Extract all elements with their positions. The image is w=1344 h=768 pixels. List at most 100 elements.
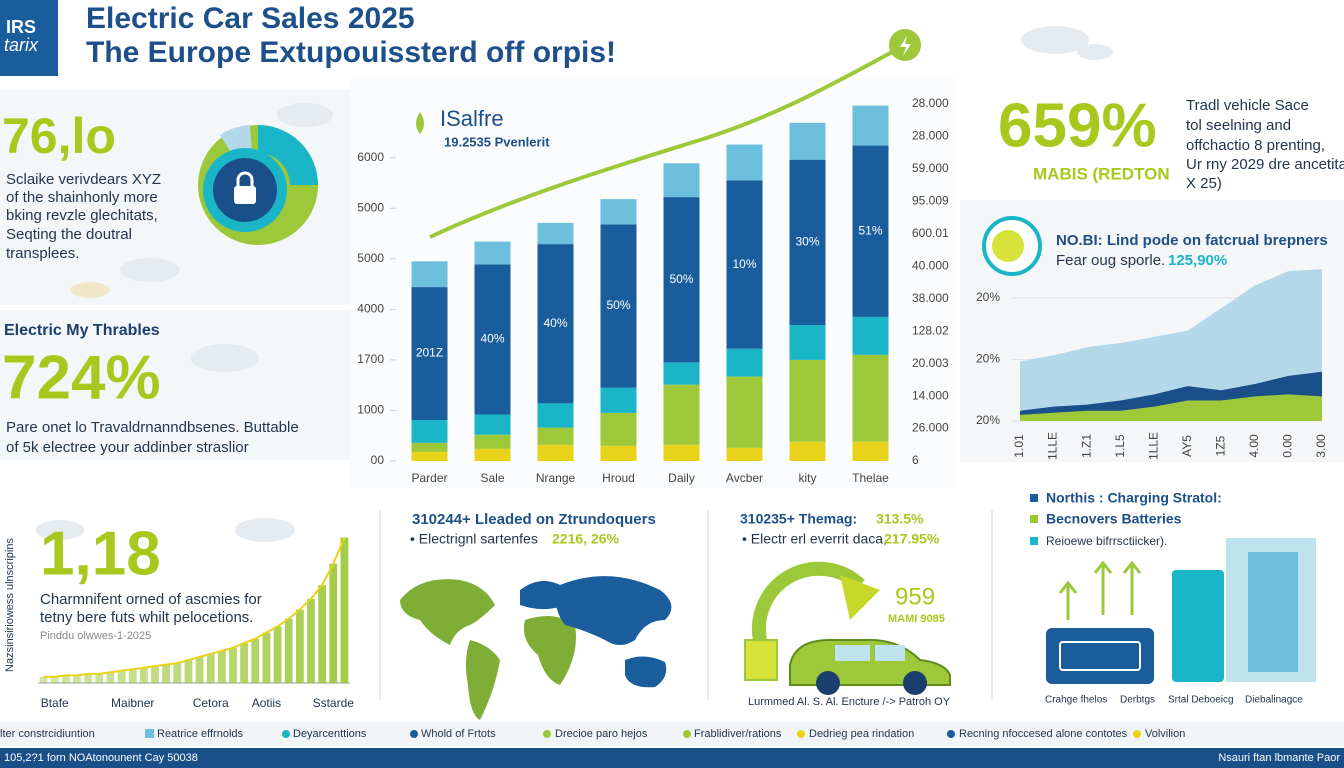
bar-label: 50% [669,272,693,286]
bar [262,632,271,683]
logo-text: IRS [6,17,36,37]
donut-icon [198,125,318,245]
bar-segment [663,444,700,461]
bar-segment [537,427,574,445]
legend-text: Volvilion [1145,728,1185,740]
bar [50,676,59,683]
panel-item: Becnovers Batteries [1046,511,1182,527]
bar [117,670,126,683]
bar [106,672,115,683]
bar-segment [852,316,889,355]
bar-segment [411,287,448,421]
bar [240,643,249,683]
bar-segment [474,264,511,415]
panel-item: Northis : Charging Stratol: [1046,490,1222,506]
stat-text: Pinddu olwwes-1-2025 [40,630,151,642]
bar-segment [411,420,448,443]
bar-segment [600,445,637,461]
x-tick-label: Btafe [41,696,69,710]
stat-title: Electric My Thrables [4,322,160,339]
bar-label: 40% [543,316,567,330]
bar [206,653,215,683]
bar [61,675,70,683]
legend-marker [797,730,805,738]
battery-icon [1046,538,1316,684]
bar-segment [852,354,889,442]
bar-segment [789,359,826,442]
y-tick-label: 20% [976,352,1000,366]
right-axis-label: 40.000 [912,258,949,272]
x-tick-label: Nrange [536,471,576,485]
y-tick-label: 4000 [357,302,384,316]
right-axis-label: 26.000 [912,421,949,435]
right-axis-label: 14.000 [912,388,949,402]
right-axis-label: 20.003 [912,356,949,370]
tag: Diebalinagce [1245,695,1303,706]
stat-caption: MAMI 9085 [888,613,945,625]
bar [162,664,171,683]
stat-text: Ur rny 2029 dre ancetita [1186,156,1344,173]
stat-text: tol seelning and [1186,117,1291,134]
bar [195,656,204,683]
legend-marker [683,730,691,738]
bar-segment [537,444,574,461]
bar [39,676,48,683]
bar-segment [852,105,889,146]
bar [151,666,159,683]
x-tick-label: Daily [668,471,695,485]
bar-label: 30% [795,235,819,249]
bar-segment [852,441,889,461]
stat-text: of the shainhonly more [6,189,158,206]
y-tick-label: 6000 [357,150,384,164]
legend-text: Whold of Frtots [421,728,496,740]
world-map [400,576,672,720]
x-tick-label: 0.00 [1281,434,1295,458]
car-icon [744,561,951,695]
legend-text: Drecioe paro hejos [555,728,648,740]
right-axis-label: 95.009 [912,194,949,208]
bar [84,673,93,683]
logo [0,0,58,76]
tag: Srtal Deboeicg [1168,695,1234,706]
bar [284,618,293,683]
stat-value: 659% [998,91,1157,160]
x-tick-label: 1.Z1 [1079,434,1093,458]
bar-label: 10% [732,257,756,271]
right-axis-label: 128.02 [912,323,949,337]
bar-label: 201Z [416,346,443,360]
panel-text: 217.95% [884,531,940,547]
drop-icon [416,112,424,134]
bar [251,638,260,683]
bar [217,650,226,683]
bar-segment [600,224,637,388]
bar-segment [663,197,700,363]
bar-segment [537,403,574,428]
stat-value: 959 [895,583,935,610]
legend-marker [543,730,551,738]
stat-text: X 25) [1186,175,1222,192]
footer-bar [0,748,1344,768]
bar [73,675,81,683]
x-tick-label: Thelae [852,471,889,485]
y-axis-label: Nazsinsiriowess ulnscripins [4,538,16,672]
bar-segment [726,348,763,377]
stat-text: bking revzle glechitats, [6,207,158,224]
bar [273,626,282,683]
bar [295,609,304,683]
panel [0,310,350,460]
legend-marker [1030,537,1038,545]
bar [184,660,193,683]
stat-text: Tradl vehicle Sace [1186,97,1309,114]
panel-text: • Electr erl everrit daca, [742,531,887,547]
right-axis-label: 28.000 [912,96,949,110]
bar-segment [663,384,700,445]
right-axis-label: 28.000 [912,129,949,143]
bar-segment [411,442,448,452]
x-tick-label: Hroud [602,471,635,485]
stat-text: Pare onet lo Travaldrnanndbsenes. Buttab… [6,419,299,436]
bar-segment [726,376,763,448]
stat-value: 76,lo [2,108,116,164]
legend-marker [1133,730,1141,738]
x-tick-label: Maibner [111,696,154,710]
